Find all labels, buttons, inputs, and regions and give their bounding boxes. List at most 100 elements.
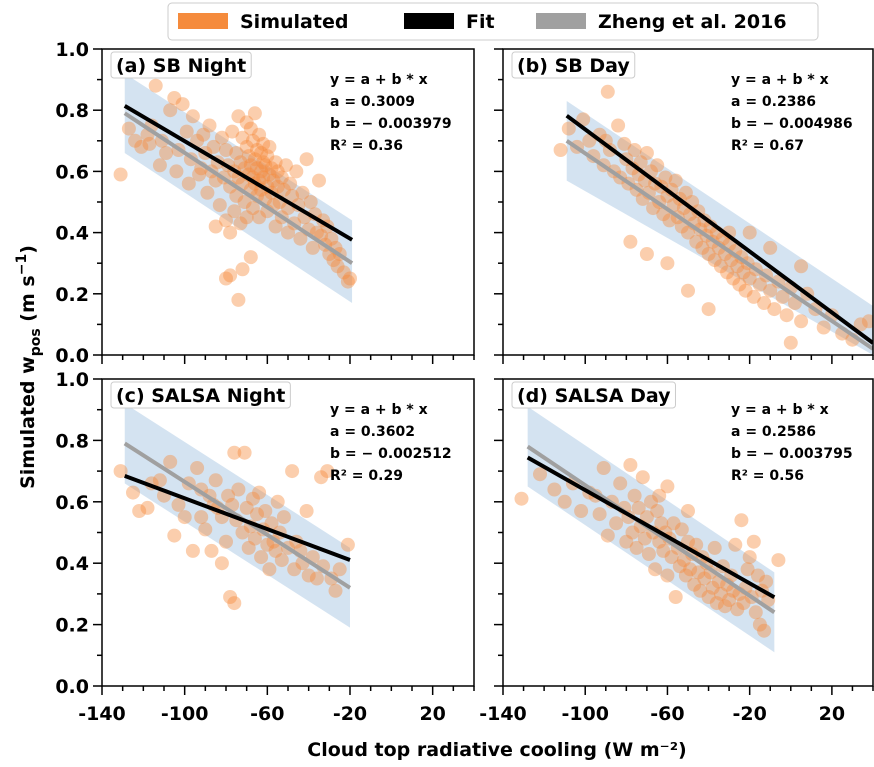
panel-c-salsa-night-ytick-label: 0.4 [55, 553, 89, 575]
panel-d-salsa-day-point-48 [687, 577, 702, 592]
panel-b-sb-day-equation-line-0: y = a + b * x [731, 72, 829, 88]
panel-d-salsa-day-point-9 [596, 461, 611, 475]
panel-a-sb-night-point-106 [295, 185, 310, 200]
panel-b-sb-day-point-78 [757, 296, 772, 310]
panel-a-sb-night-point-8 [152, 158, 167, 173]
panel-a-sb-night-point-73 [254, 146, 269, 160]
panel-b-sb-day-point-54 [701, 247, 716, 261]
panel-d-salsa-day-xtick-label: -140 [479, 703, 527, 725]
panel-b-sb-day-point-38 [668, 173, 683, 188]
panel-a-sb-night-point-43 [229, 146, 244, 160]
legend-swatch-fit [404, 13, 454, 29]
panel-d-salsa-day-point-5 [574, 504, 589, 518]
panel-b-sb-day-point-57 [707, 253, 722, 268]
panel-a-sb-night-point-108 [299, 152, 314, 167]
panel-c-salsa-night-point-49 [276, 510, 291, 525]
panel-d-salsa-day-equation-line-3: R² = 0.56 [731, 468, 804, 484]
panel-a-sb-night-ytick-label: 0.4 [55, 223, 89, 245]
panel-a-sb-night-point-52 [239, 139, 254, 154]
panel-c-salsa-night-point-62 [320, 464, 335, 479]
panel-d-salsa-day-point-27 [644, 494, 658, 509]
panel-c-salsa-night-point-59 [309, 571, 324, 586]
panel-a-sb-night-point-62 [245, 201, 260, 216]
panel-c-salsa-night-point-23 [223, 590, 238, 604]
panel-b-sb-day-point-60 [713, 259, 728, 274]
panel-a-sb-night-point-129 [231, 292, 246, 307]
panel-d-salsa-day-point-59 [709, 596, 724, 611]
panel-b-sb-day-point-77 [752, 277, 767, 292]
panel-a-sb-night-point-126 [340, 274, 355, 289]
panel-a-sb-night-point-83 [262, 167, 277, 182]
panel-b-sb-day-point-68 [730, 259, 745, 274]
panel-a-sb-night-point-114 [312, 173, 326, 188]
panel-a-sb-night-equation-line-3: R² = 0.36 [330, 138, 403, 154]
panel-d-salsa-day-point-77 [746, 534, 761, 549]
panel-b-sb-day-zheng-line [565, 139, 873, 351]
panel-b-sb-day-point-99 [660, 256, 675, 271]
panel-b-sb-day-point-13 [617, 136, 632, 151]
panel-d-salsa-day-point-32 [654, 516, 669, 531]
panel-c-salsa-night-point-51 [285, 464, 300, 479]
panel-b-sb-day-point-83 [775, 289, 790, 304]
panel-d-salsa-day-point-8 [592, 507, 607, 522]
panel-c-salsa-night-point-8 [167, 528, 182, 543]
panel-a-sb-night-point-84 [262, 139, 277, 154]
panel-a-sb-night-point-72 [254, 164, 269, 179]
panel-a-sb-night-point-100 [283, 176, 298, 191]
panel-c-salsa-night-point-60 [314, 470, 329, 485]
panel-c-salsa-night-ytick-label: 0.2 [55, 615, 89, 637]
panel-c-salsa-night-point-38 [254, 550, 269, 565]
panel-b-sb-day-point-66 [726, 271, 741, 286]
panel-d-salsa-day-point-29 [648, 562, 663, 577]
panel-d-salsa-day-point-79 [750, 568, 765, 583]
panel-a-sb-night-plot-area [113, 73, 357, 307]
panel-d-salsa-day-point-15 [619, 534, 634, 549]
panel-d-salsa-day-point-41 [672, 559, 687, 574]
panel-c-salsa-night-point-0 [113, 464, 128, 479]
panel-b-sb-day-point-69 [732, 277, 747, 292]
panel-b-sb-day-point-103 [742, 225, 757, 240]
panel-b-sb-day-point-18 [627, 143, 642, 157]
panel-a-sb-night-ytick-label: 0.8 [55, 100, 89, 122]
panel-a-sb-night-point-56 [241, 149, 256, 164]
panel-d-salsa-day-point-68 [728, 537, 743, 552]
panel-d-salsa-day-point-37 [664, 550, 679, 565]
panel-d-salsa-day-point-39 [668, 590, 683, 604]
panel-c-salsa-night-point-32 [241, 540, 256, 555]
panel-b-sb-day-point-105 [783, 335, 798, 350]
panel-a-sb-night-point-51 [237, 195, 252, 209]
panel-d-salsa-day-point-33 [656, 543, 671, 558]
panel-c-salsa-night-point-31 [239, 500, 254, 515]
panel-d-salsa-day-point-50 [691, 565, 706, 580]
panel-b-sb-day-plot-area [553, 84, 873, 355]
panel-a-sb-night-point-61 [245, 133, 260, 148]
panel-d-salsa-day-equation-line-2: b = − 0.003795 [731, 446, 853, 462]
panel-c-salsa-night-point-56 [299, 504, 314, 518]
panel-c-salsa-night-point-15 [198, 522, 213, 537]
panel-c-salsa-night-point-18 [208, 473, 223, 488]
panel-a-sb-night-point-66 [250, 161, 264, 176]
panel-b-sb-day-point-44 [681, 225, 695, 240]
panel-c-salsa-night-point-34 [245, 491, 260, 506]
panel-a-sb-night-point-77 [256, 136, 271, 151]
panel-a-sb-night-title-box: (a) SB Night [110, 51, 252, 79]
panel-c-salsa-night-point-37 [252, 485, 267, 500]
panel-d-salsa-day-point-51 [693, 583, 708, 598]
panel-b-sb-day-point-95 [861, 314, 873, 329]
legend-swatch-zheng [536, 13, 586, 29]
panel-d-salsa-day-point-82 [757, 623, 772, 638]
panel-c-salsa-night-point-45 [268, 543, 283, 558]
panel-c-salsa-night-xtick-label: -20 [333, 703, 367, 725]
panel-d-salsa-day-equation-line-0: y = a + b * x [731, 402, 829, 418]
panel-a-sb-night-point-96 [276, 182, 291, 197]
panel-d-salsa-day-equation-line-1: a = 0.2586 [731, 424, 816, 440]
panel-c-salsa-night-point-14 [194, 510, 209, 525]
panel-b-sb-day-point-80 [763, 283, 778, 298]
panel-d-salsa-day-point-10 [600, 528, 615, 543]
panel-b-sb-day-point-94 [853, 317, 868, 332]
panel-d-salsa-day-xtick-label: -20 [733, 703, 767, 725]
panel-a-sb-night-point-105 [293, 231, 308, 246]
panel-c-salsa-night-ytick-label: 1.0 [55, 369, 89, 391]
panel-d-salsa-day-point-65 [722, 593, 737, 607]
